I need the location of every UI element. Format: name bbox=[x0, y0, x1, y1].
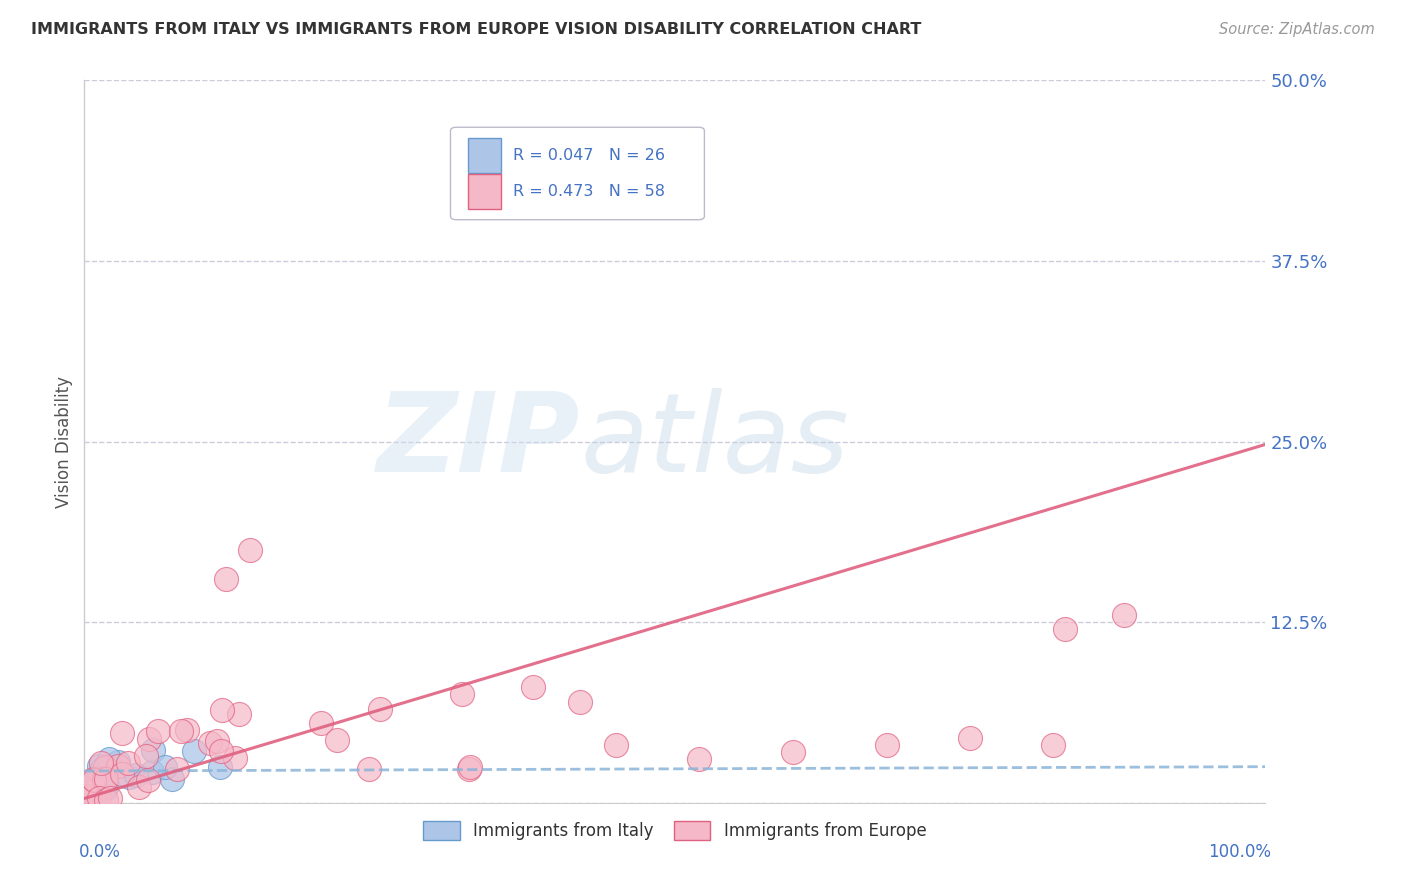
Point bbox=[205, 734, 228, 748]
Point bbox=[605, 738, 627, 752]
Text: R = 0.473   N = 58: R = 0.473 N = 58 bbox=[513, 184, 665, 199]
Point bbox=[215, 572, 238, 586]
Point bbox=[75, 789, 97, 803]
Text: IMMIGRANTS FROM ITALY VS IMMIGRANTS FROM EUROPE VISION DISABILITY CORRELATION CH: IMMIGRANTS FROM ITALY VS IMMIGRANTS FROM… bbox=[31, 22, 921, 37]
FancyBboxPatch shape bbox=[468, 174, 502, 209]
Point bbox=[75, 793, 97, 807]
Point bbox=[76, 795, 98, 809]
Point bbox=[141, 765, 163, 780]
Point bbox=[79, 785, 101, 799]
Point bbox=[80, 784, 103, 798]
Point bbox=[211, 703, 233, 717]
Point bbox=[1053, 623, 1076, 637]
Point bbox=[135, 749, 157, 764]
Point bbox=[110, 725, 132, 739]
Point bbox=[522, 680, 544, 694]
Point bbox=[82, 772, 104, 786]
Point bbox=[98, 752, 121, 766]
Point bbox=[94, 760, 117, 774]
Point bbox=[73, 781, 96, 796]
Point bbox=[75, 783, 97, 797]
Point bbox=[77, 792, 100, 806]
Point bbox=[160, 772, 183, 787]
Point bbox=[451, 687, 474, 701]
Point bbox=[1112, 607, 1135, 622]
Point bbox=[309, 716, 332, 731]
Point bbox=[93, 782, 115, 797]
Point bbox=[75, 793, 97, 807]
Point bbox=[75, 790, 97, 805]
Point bbox=[457, 762, 479, 776]
Point bbox=[146, 724, 169, 739]
Point bbox=[782, 745, 804, 759]
Point bbox=[136, 772, 159, 787]
Point bbox=[73, 792, 96, 806]
Point bbox=[183, 744, 205, 758]
Text: ZIP: ZIP bbox=[377, 388, 581, 495]
Point bbox=[170, 724, 193, 739]
Point bbox=[224, 751, 246, 765]
Point bbox=[98, 791, 121, 805]
Point bbox=[110, 767, 132, 781]
Point bbox=[118, 770, 141, 784]
Point bbox=[73, 792, 96, 806]
Point bbox=[688, 752, 710, 766]
Point bbox=[128, 780, 150, 794]
Point bbox=[458, 760, 481, 774]
Point bbox=[228, 707, 250, 722]
Point bbox=[90, 756, 112, 770]
Legend: Immigrants from Italy, Immigrants from Europe: Immigrants from Italy, Immigrants from E… bbox=[415, 813, 935, 848]
Y-axis label: Vision Disability: Vision Disability bbox=[55, 376, 73, 508]
Point bbox=[84, 776, 107, 790]
Point bbox=[87, 759, 110, 773]
Point bbox=[876, 738, 898, 752]
Point bbox=[93, 772, 115, 787]
Point bbox=[86, 771, 108, 785]
Point bbox=[87, 791, 110, 805]
FancyBboxPatch shape bbox=[468, 138, 502, 173]
Point bbox=[142, 743, 165, 757]
Point bbox=[357, 762, 380, 776]
Point bbox=[125, 767, 148, 781]
Text: 100.0%: 100.0% bbox=[1208, 843, 1271, 861]
Point bbox=[84, 780, 107, 794]
Point bbox=[96, 780, 118, 795]
Point bbox=[91, 763, 114, 777]
Point bbox=[239, 542, 262, 557]
Point bbox=[76, 793, 98, 807]
Point bbox=[368, 702, 391, 716]
Point bbox=[959, 731, 981, 745]
Point bbox=[73, 784, 96, 798]
Point bbox=[107, 756, 129, 770]
Point bbox=[76, 792, 98, 806]
Point bbox=[138, 731, 160, 746]
Point bbox=[79, 785, 101, 799]
Point bbox=[198, 736, 221, 750]
Point bbox=[208, 760, 231, 774]
Text: 0.0%: 0.0% bbox=[79, 843, 121, 861]
Point bbox=[107, 758, 129, 772]
Point bbox=[117, 756, 139, 770]
Text: Source: ZipAtlas.com: Source: ZipAtlas.com bbox=[1219, 22, 1375, 37]
Point bbox=[176, 723, 198, 738]
Point bbox=[1042, 738, 1064, 752]
Point bbox=[326, 733, 349, 747]
FancyBboxPatch shape bbox=[450, 128, 704, 219]
Point bbox=[94, 792, 117, 806]
Point bbox=[166, 762, 188, 776]
Point bbox=[76, 791, 98, 805]
Point bbox=[77, 790, 100, 805]
Point bbox=[83, 773, 105, 788]
Point bbox=[75, 795, 97, 809]
Text: atlas: atlas bbox=[581, 388, 849, 495]
Point bbox=[153, 760, 176, 774]
Point bbox=[96, 772, 118, 787]
Text: R = 0.047   N = 26: R = 0.047 N = 26 bbox=[513, 148, 665, 163]
Point bbox=[79, 794, 101, 808]
Point bbox=[209, 744, 232, 758]
Point bbox=[569, 695, 592, 709]
Point bbox=[76, 793, 98, 807]
